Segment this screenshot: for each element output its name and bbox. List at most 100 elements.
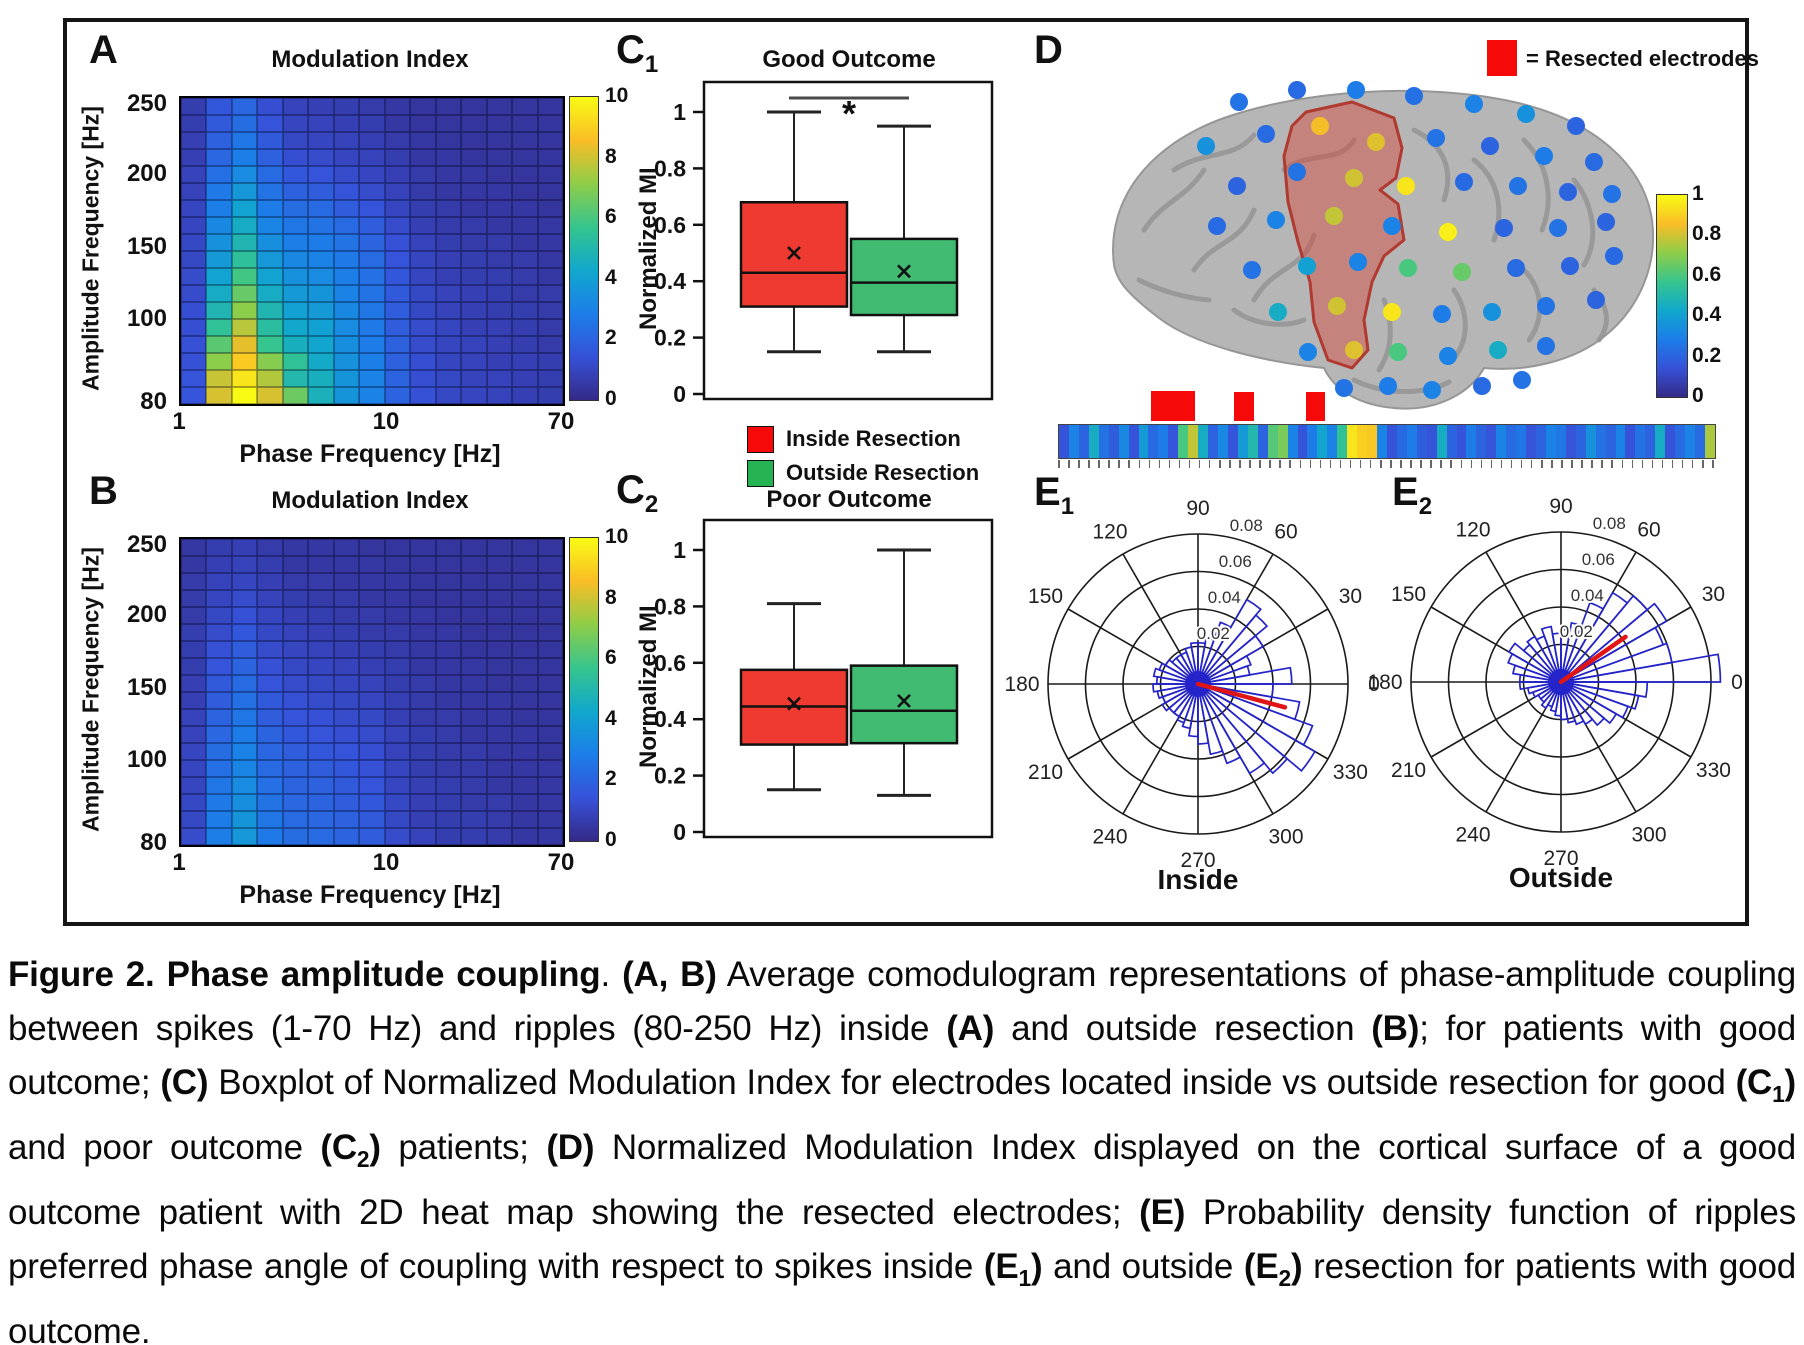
panel-a-ytick-label: 250 xyxy=(126,89,167,117)
polar-bin xyxy=(1197,598,1262,685)
heatmap-cell xyxy=(435,607,462,624)
heatmap-cell xyxy=(206,132,232,149)
heatmap-cell xyxy=(537,692,563,709)
heatmap-cell xyxy=(461,624,487,641)
heatmap-cell xyxy=(257,217,283,234)
electrode-tick xyxy=(1490,460,1493,468)
heatmap-cell xyxy=(359,556,385,573)
heatmap-cell xyxy=(410,641,436,658)
heatmap-cell xyxy=(359,607,385,624)
heatmap-cell xyxy=(206,370,232,387)
heatmap-cell xyxy=(410,624,436,641)
polar-bin xyxy=(1184,646,1199,685)
heatmap-cell xyxy=(384,641,411,658)
heatmap-cell xyxy=(461,149,487,166)
heatmap-cell xyxy=(512,115,538,132)
strip-cell xyxy=(1297,425,1308,458)
heatmap-cell xyxy=(435,556,462,573)
heatmap-cell xyxy=(231,743,258,760)
caption-segment: (D) xyxy=(546,1128,595,1167)
electrode-tick xyxy=(1289,460,1291,468)
boxplot-ytick-label: 1 xyxy=(673,537,686,563)
heatmap-cell xyxy=(181,98,207,115)
heatmap-cell xyxy=(206,641,232,658)
electrode-tick xyxy=(1380,460,1382,468)
heatmap-cell xyxy=(461,675,487,692)
strip-cell xyxy=(1367,425,1377,458)
heatmap-cell xyxy=(537,234,563,251)
electrode-dot xyxy=(1269,303,1287,321)
strip-cell xyxy=(1496,425,1507,458)
heatmap-cell xyxy=(410,692,436,709)
heatmap-cell xyxy=(410,234,436,251)
heatmap-cell xyxy=(512,132,538,149)
electrode-tick xyxy=(1058,460,1060,468)
heatmap-cell xyxy=(257,319,283,336)
heatmap-cell xyxy=(333,387,360,404)
polar-angle-label: 300 xyxy=(1631,823,1666,846)
heatmap-cell xyxy=(461,268,487,285)
caption-segment: . xyxy=(600,955,623,994)
strip-cell xyxy=(1615,425,1626,458)
heatmap-cell xyxy=(384,149,411,166)
electrode-dot xyxy=(1405,87,1423,105)
heatmap-cell xyxy=(461,336,487,353)
panel-a-xtick-label: 1 xyxy=(172,408,186,435)
heatmap-cell xyxy=(537,794,563,811)
heatmap-cell xyxy=(359,811,385,828)
panel-c1-title: Good Outcome xyxy=(762,46,936,73)
heatmap-cell xyxy=(512,777,538,794)
heatmap-cell xyxy=(410,353,436,370)
electrode-tick xyxy=(1279,460,1281,468)
panel-b-colorbar-tick: 0 xyxy=(605,828,617,851)
resected-electrodes-legend-label: = Resected electrodes xyxy=(1526,46,1759,71)
heatmap-cell xyxy=(257,760,283,777)
heatmap-cell xyxy=(410,607,436,624)
heatmap-cell xyxy=(257,336,283,353)
heatmap-cell xyxy=(282,353,309,370)
heatmap-cell xyxy=(257,166,283,183)
heatmap-cell xyxy=(206,794,232,811)
heatmap-cell xyxy=(486,607,513,624)
heatmap-cell xyxy=(181,132,207,149)
heatmap-cell xyxy=(231,217,258,234)
heatmap-cell xyxy=(512,251,538,268)
heatmap-cell xyxy=(486,370,513,387)
heatmap-cell xyxy=(435,658,462,675)
heatmap-cell xyxy=(461,743,487,760)
heatmap-cell xyxy=(308,692,334,709)
heatmap-cell xyxy=(537,166,563,183)
heatmap-cell xyxy=(181,794,207,811)
heatmap-cell xyxy=(333,692,360,709)
heatmap-cell xyxy=(486,726,513,743)
heatmap-cell xyxy=(359,692,385,709)
heatmap-cell xyxy=(537,200,563,217)
heatmap-cell xyxy=(257,658,283,675)
heatmap-cell xyxy=(231,234,258,251)
heatmap-cell xyxy=(435,115,462,132)
polar-bin xyxy=(1518,681,1562,691)
panel-e2-label-subscript: 2 xyxy=(1418,493,1433,520)
heatmap-cell xyxy=(231,183,258,200)
heatmap-cell xyxy=(435,234,462,251)
electrode-tick xyxy=(1561,460,1563,468)
heatmap-cell xyxy=(231,675,258,692)
strip-cell xyxy=(1118,425,1129,458)
heatmap-cell xyxy=(181,743,207,760)
panel-b-colorbar-tick: 6 xyxy=(605,646,617,670)
panel-a-x-axis-label: Phase Frequency [Hz] xyxy=(239,440,501,468)
heatmap-cell xyxy=(512,166,538,183)
heatmap-cell xyxy=(181,641,207,658)
heatmap-cell xyxy=(333,726,360,743)
polar-radius-label: 0.04 xyxy=(1571,586,1604,605)
electrode-dot xyxy=(1481,137,1499,155)
panel-d-colorbar-tick: 0.4 xyxy=(1692,303,1722,327)
heatmap-cell xyxy=(486,217,513,234)
heatmap-cell xyxy=(461,726,487,743)
panel-b-ytick-label: 200 xyxy=(126,601,167,629)
heatmap-cell xyxy=(333,658,360,675)
heatmap-cell xyxy=(308,370,334,387)
strip-cell xyxy=(1685,425,1695,458)
heatmap-cell xyxy=(384,726,411,743)
heatmap-cell xyxy=(435,285,462,302)
